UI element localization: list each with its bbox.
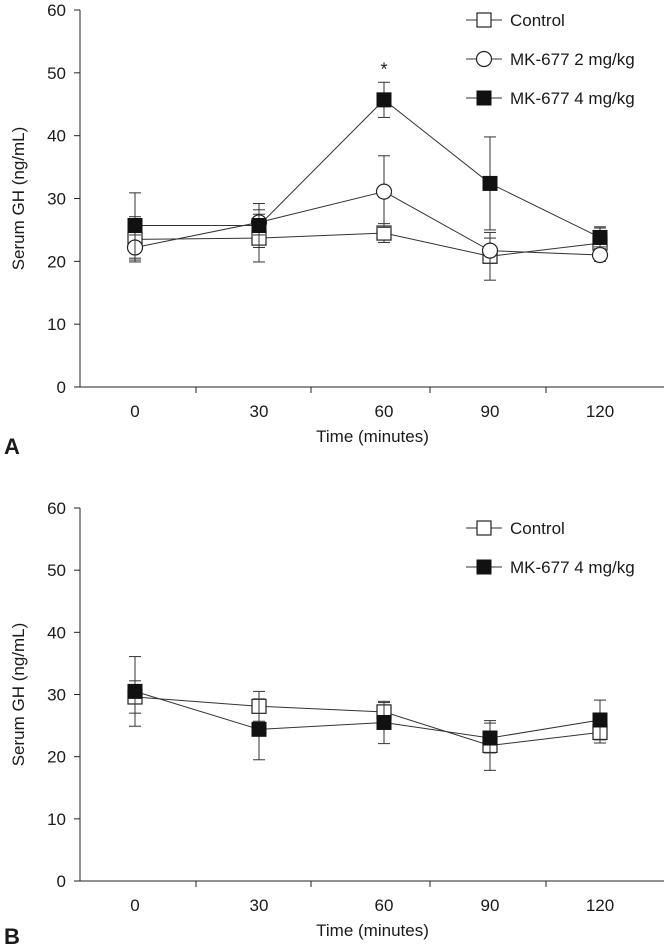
legend-label: Control: [510, 519, 565, 538]
series-line: [134, 232, 601, 257]
x-tick-label: 90: [481, 896, 500, 915]
data-point: [376, 92, 392, 108]
significance-marker: *: [380, 60, 387, 80]
y-tick-label: 20: [47, 748, 66, 767]
y-tick-label: 30: [47, 686, 66, 705]
legend: Control MK-677 2 mg/kg MK-677 4 mg/kg: [466, 11, 635, 108]
legend: Control MK-677 4 mg/kg: [466, 519, 635, 577]
data-point: [592, 229, 608, 245]
legend-marker: [476, 559, 492, 575]
y-axis-label: Serum GH (ng/mL): [9, 623, 28, 767]
legend-marker: [476, 12, 492, 28]
y-tick-label: 60: [47, 499, 66, 518]
x-tick-label: 90: [481, 402, 500, 421]
data-point: [591, 246, 609, 264]
x-tick-label: 60: [375, 402, 394, 421]
legend-label: MK-677 2 mg/kg: [510, 50, 635, 69]
x-tick-label: 60: [375, 896, 394, 915]
series-2: [127, 81, 608, 259]
y-tick-label: 10: [47, 810, 66, 829]
data-point: [127, 683, 143, 699]
panel-label: B: [4, 924, 20, 949]
x-tick-label: 30: [250, 402, 269, 421]
x-axis-label: Time (minutes): [316, 921, 429, 940]
series-line: [134, 696, 601, 746]
data-point: [481, 242, 499, 259]
panel-label: A: [4, 434, 20, 459]
y-tick-label: 60: [47, 1, 66, 20]
chart-panel-B: 0 10 20 30 40 50 60 0 30 60 90 120 Time (minutes) Ser…: [4, 499, 664, 949]
legend-label: Control: [510, 11, 565, 30]
y-axis-label: Serum GH (ng/mL): [9, 127, 28, 271]
legend-marker: [476, 520, 492, 536]
data-point: [127, 218, 143, 234]
data-point: [592, 712, 608, 728]
series-0: [127, 213, 608, 281]
y-tick-label: 20: [47, 252, 66, 271]
series-line: [134, 191, 601, 256]
chart-panel-A: 0 10 20 30 40 50 60 0 30 60 90 120 Time (minutes) Ser…: [4, 1, 664, 459]
legend-marker: [475, 50, 493, 68]
y-tick-label: 40: [47, 623, 66, 642]
x-tick-label: 30: [250, 896, 269, 915]
y-tick-label: 40: [47, 127, 66, 146]
series-0: [127, 680, 608, 771]
series-1: [126, 155, 609, 264]
legend-label: MK-677 4 mg/kg: [510, 89, 635, 108]
data-point: [482, 730, 498, 746]
y-tick-label: 0: [57, 872, 66, 891]
legend-marker: [476, 90, 492, 106]
data-point: [251, 218, 267, 234]
data-point: [375, 183, 393, 200]
x-axis-label: Time (minutes): [316, 427, 429, 446]
x-tick-label: 0: [130, 896, 139, 915]
data-point: [251, 721, 267, 737]
x-tick-label: 0: [130, 402, 139, 421]
y-tick-label: 50: [47, 64, 66, 83]
y-tick-label: 0: [57, 378, 66, 397]
x-tick-label: 120: [586, 896, 614, 915]
series-line: [135, 99, 601, 238]
series-line: [134, 690, 601, 739]
y-tick-label: 50: [47, 561, 66, 580]
series-1: [127, 656, 608, 761]
legend-label: MK-677 4 mg/kg: [510, 558, 635, 577]
data-point: [376, 714, 392, 730]
data-point: [376, 225, 392, 241]
y-tick-label: 10: [47, 315, 66, 334]
y-tick-label: 30: [47, 190, 66, 209]
x-tick-label: 120: [586, 402, 614, 421]
data-point: [482, 175, 498, 191]
